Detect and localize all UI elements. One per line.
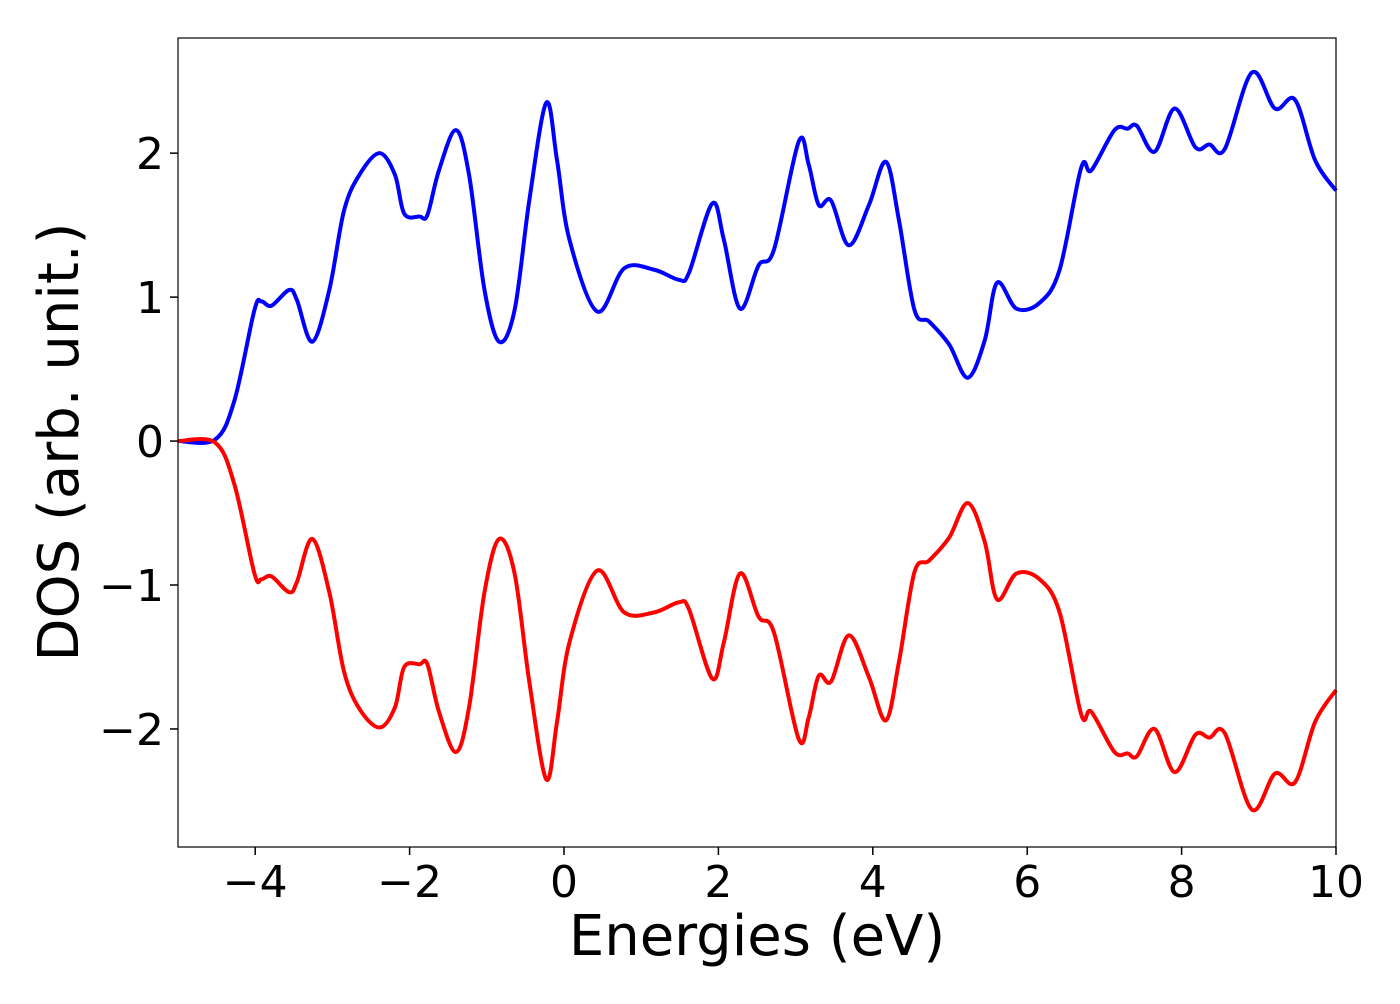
x-tick-label: 2	[704, 857, 732, 908]
x-tick-label: 6	[1013, 857, 1041, 908]
y-tick-label: −2	[99, 705, 164, 756]
plot-frame	[177, 37, 1337, 848]
y-axis-label: DOS (arb. unit.)	[27, 222, 92, 661]
x-tick-label: 10	[1308, 857, 1364, 908]
x-tick-label: 4	[859, 857, 887, 908]
y-tick-label: −1	[99, 561, 164, 612]
dos-line	[177, 436, 1338, 813]
y-tick-label: 2	[136, 129, 164, 180]
x-tick-label: 8	[1168, 857, 1196, 908]
x-tick-label: −4	[223, 857, 288, 908]
dos-line	[177, 69, 1338, 445]
x-tick-label: −2	[377, 857, 442, 908]
x-tick-label: 0	[550, 857, 578, 908]
y-tick-label: 0	[136, 417, 164, 468]
x-axis-label: Energies (eV)	[569, 904, 945, 969]
y-tick-label: 1	[136, 273, 164, 324]
